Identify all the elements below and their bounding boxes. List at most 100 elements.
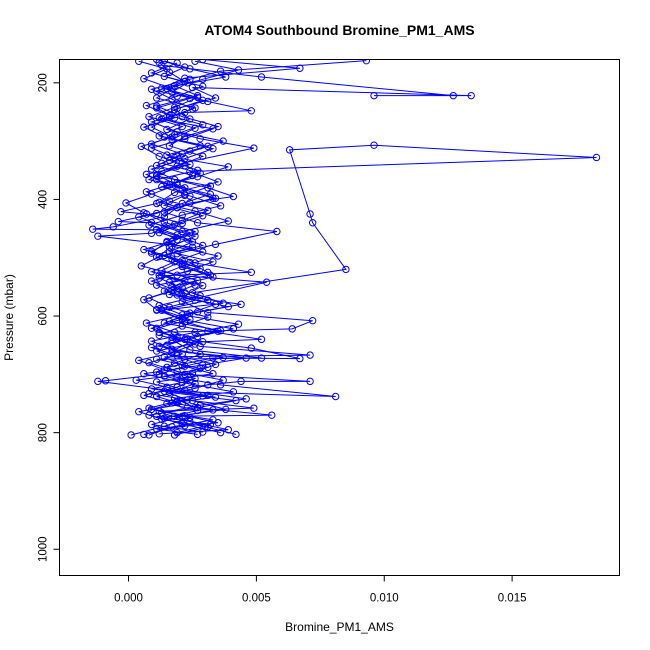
data-point <box>94 232 102 240</box>
data-point <box>219 137 227 145</box>
data-point <box>94 377 102 386</box>
data-point <box>152 59 161 64</box>
data-point <box>155 342 163 351</box>
data-point <box>268 411 276 419</box>
data-point <box>211 360 220 369</box>
data-point <box>170 258 179 266</box>
data-point <box>168 349 176 357</box>
series-line-4 <box>97 60 239 435</box>
data-point <box>178 315 186 324</box>
data-point <box>178 211 186 219</box>
data-point <box>147 85 156 93</box>
data-point <box>214 252 222 260</box>
data-point <box>145 411 153 419</box>
data-point <box>229 192 238 201</box>
data-point <box>173 373 181 381</box>
data-point <box>204 308 212 317</box>
data-point <box>234 66 243 74</box>
data-point <box>165 181 174 189</box>
data-point <box>160 287 169 295</box>
data-point <box>147 229 156 237</box>
data-point <box>234 320 243 328</box>
data-point <box>109 223 117 231</box>
data-point <box>191 104 199 112</box>
data-point <box>140 391 148 400</box>
data-point <box>196 135 204 143</box>
data-point <box>147 140 156 148</box>
series-line-6 <box>137 62 252 434</box>
data-point <box>155 331 163 339</box>
data-point <box>242 395 250 403</box>
data-point <box>147 69 156 77</box>
data-point <box>101 377 110 385</box>
data-point <box>214 419 222 427</box>
data-point <box>147 385 156 393</box>
data-point <box>199 428 207 436</box>
data-point <box>135 356 143 365</box>
data-point <box>160 201 169 209</box>
data-point <box>467 91 475 100</box>
x-tick-label: 0.010 <box>370 593 399 605</box>
data-point <box>165 197 174 205</box>
data-point <box>186 315 194 324</box>
series-group <box>89 59 601 439</box>
data-point <box>191 227 199 236</box>
data-point <box>135 59 143 65</box>
data-point <box>306 210 314 218</box>
data-point <box>204 97 212 106</box>
data-point <box>140 245 148 254</box>
data-point <box>206 190 215 198</box>
data-point <box>178 350 186 358</box>
data-point <box>178 412 186 421</box>
x-axis: 0.000 0.005 0.010 0.015 <box>114 575 526 605</box>
data-point <box>145 294 153 302</box>
data-point <box>155 152 163 160</box>
data-point <box>140 370 148 378</box>
data-point <box>211 94 220 102</box>
data-point <box>229 325 238 333</box>
data-point <box>211 393 220 401</box>
data-point <box>152 226 161 234</box>
data-point <box>152 104 161 112</box>
data-point <box>370 91 378 100</box>
data-point <box>242 354 250 362</box>
data-point <box>152 392 161 401</box>
data-point <box>188 171 197 180</box>
data-point <box>152 324 161 332</box>
data-point <box>306 351 314 359</box>
data-point <box>209 194 217 202</box>
data-point <box>140 123 148 131</box>
data-point <box>155 274 163 282</box>
data-point <box>285 146 294 154</box>
data-point <box>331 392 340 401</box>
data-point <box>140 430 148 439</box>
data-point <box>152 94 161 102</box>
data-point <box>196 265 204 273</box>
data-point <box>170 114 179 122</box>
data-point <box>163 341 171 349</box>
data-point <box>306 377 314 386</box>
data-point <box>193 276 202 285</box>
data-point <box>152 175 161 184</box>
data-point <box>191 328 199 337</box>
data-point <box>160 133 169 141</box>
data-point <box>173 59 181 67</box>
x-tick-label: 0.005 <box>242 593 271 605</box>
data-point <box>178 284 186 292</box>
data-point <box>163 151 171 159</box>
data-point <box>224 163 232 171</box>
data-point <box>247 344 255 352</box>
data-point <box>152 378 161 386</box>
data-point <box>165 248 174 256</box>
data-point <box>308 317 317 325</box>
series-line-2 <box>148 144 597 436</box>
data-point <box>362 59 371 65</box>
data-point <box>178 216 186 225</box>
data-point <box>178 199 186 208</box>
data-point <box>145 431 153 439</box>
data-point <box>142 188 151 196</box>
data-point <box>216 428 225 437</box>
data-point <box>145 112 153 121</box>
data-point <box>206 182 215 190</box>
data-point <box>173 383 181 391</box>
